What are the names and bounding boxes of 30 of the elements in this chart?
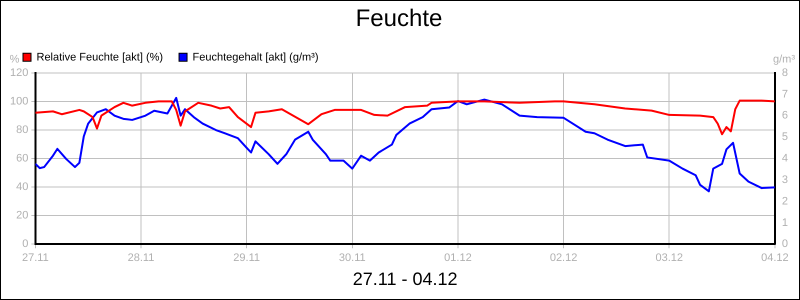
x-tick-label: 02.12 [550,252,578,264]
y-tick-label: 100 [10,95,28,108]
y-tick-label: 20 [16,210,28,222]
y2-tick-label: 2 [782,195,788,208]
y2-tick-label: 1 [782,216,788,229]
y-tick-label: 40 [16,181,28,194]
y-tick-label: 120 [10,66,28,79]
y-axis-title: % [10,53,20,66]
y-tick-label: 80 [16,124,28,136]
x-tick-label: 30.11 [338,252,366,264]
y2-tick-label: 0 [782,238,788,250]
x-tick-label: 29.11 [233,252,260,264]
x-tick-label: 03.12 [655,252,683,264]
y2-tick-label: 5 [782,131,788,144]
y2-tick-label: 6 [782,110,788,122]
y-tick-label: 0 [22,238,28,250]
legend-label: Feuchtegehalt [akt] (g/m³) [192,51,318,64]
x-axis-title: 27.11 - 04.12 [352,269,458,290]
y-tick-label: 60 [16,152,28,165]
x-tick-label: 28.11 [128,252,154,264]
y2-tick-label: 8 [782,66,788,79]
y2-tick-label: 4 [782,152,788,165]
y2-axis-title: g/m³ [773,53,796,66]
legend-label: Relative Feuchte [akt] (%) [36,51,164,64]
x-tick-label: 04.12 [761,252,789,264]
chart-title: Feuchte [356,5,442,32]
x-tick-label: 27.11 [22,252,49,264]
x-tick-label: 01.12 [444,252,472,264]
y2-tick-label: 7 [782,88,788,100]
y2-tick-label: 3 [782,174,788,186]
